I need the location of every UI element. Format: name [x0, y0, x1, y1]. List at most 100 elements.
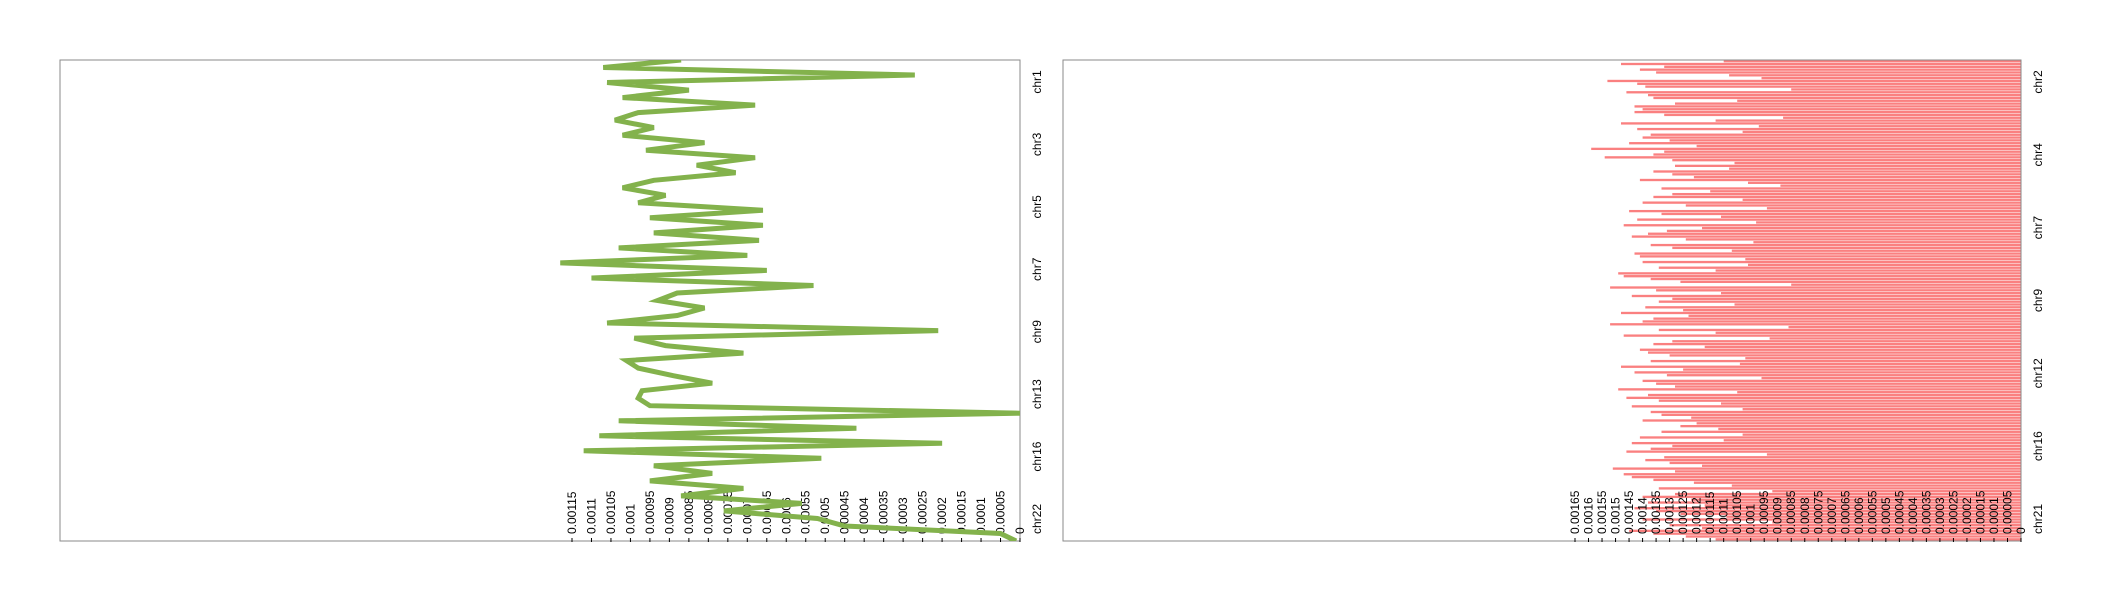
bar — [1648, 232, 2021, 235]
tick-label: 0.0008 — [1798, 497, 1812, 534]
bar — [1629, 209, 2021, 213]
bar — [1737, 99, 2021, 102]
bar — [1653, 532, 2021, 535]
bar — [1675, 492, 2021, 496]
tick-label: 0.001 — [623, 504, 637, 534]
bar — [1672, 192, 2021, 196]
category-label: chr16 — [2031, 431, 2045, 461]
bar — [1653, 153, 2021, 156]
bar — [1648, 393, 2021, 397]
bar — [1672, 159, 2021, 162]
bar — [1650, 447, 2021, 450]
bar — [1718, 427, 2021, 431]
bar-chart-value-axis: 0.00165 0.0016 0.00155 0.0015 0.00145 0.0014 0… — [1568, 490, 2028, 542]
category-label: chr13 — [1030, 379, 1044, 409]
bar — [1696, 422, 2021, 425]
tick-label: 0.00095 — [643, 490, 657, 534]
bar — [1661, 413, 2021, 416]
bar — [1739, 362, 2021, 366]
category-label: chr4 — [2031, 143, 2045, 167]
bar — [1621, 365, 2021, 368]
bar — [1626, 450, 2021, 453]
bar — [1726, 515, 2021, 518]
bar — [1610, 323, 2021, 326]
bar — [1704, 345, 2021, 349]
category-label: chr7 — [2031, 216, 2045, 240]
bar — [1631, 475, 2021, 479]
tick-label: 0.0005 — [1879, 497, 1893, 534]
tick-label: 0.00115 — [1703, 491, 1717, 534]
bar — [1761, 76, 2021, 80]
bar — [1683, 308, 2021, 312]
bar — [1658, 487, 2021, 490]
bar — [1621, 122, 2021, 125]
bar — [1637, 82, 2021, 85]
bar — [1642, 495, 2021, 499]
bar — [1704, 504, 2021, 507]
bar — [1742, 198, 2021, 201]
bar — [1653, 317, 2021, 320]
bar — [1642, 136, 2021, 139]
tick-label: 0.0002 — [1960, 497, 1974, 534]
bar — [1685, 204, 2021, 207]
category-label: chr12 — [2031, 358, 2045, 388]
tick-label: 0.00045 — [1892, 490, 1906, 534]
tick-label: 0.00165 — [1568, 490, 1582, 534]
bar — [1661, 430, 2021, 433]
tick-label: 0.00025 — [1946, 490, 1960, 534]
bar — [1656, 289, 2021, 292]
bar — [1639, 436, 2021, 439]
bar — [1653, 96, 2021, 100]
tick-label: 0.00085 — [682, 490, 696, 534]
bar — [1648, 351, 2021, 354]
category-label: chr16 — [1030, 441, 1044, 471]
tick-label: 0.0007 — [1825, 497, 1839, 534]
bar — [1693, 481, 2021, 484]
bar — [1737, 391, 2021, 394]
tick-label: 0.00105 — [604, 490, 618, 534]
bar — [1742, 130, 2021, 134]
bar — [1631, 235, 2021, 238]
bar — [1680, 424, 2021, 428]
tick-label: 0.00035 — [877, 490, 891, 534]
bar — [1666, 374, 2021, 377]
bar — [1591, 147, 2021, 151]
tick-label: 0.0001 — [1987, 497, 2001, 534]
tick-label: 0.0009 — [1771, 497, 1785, 534]
line-chart-value-axis: 0.00115 0.0011 0.00105 0.001 0.00095 0.0009 0.… — [565, 490, 1027, 542]
bar — [1658, 328, 2021, 332]
bar — [1721, 402, 2021, 405]
bar — [1664, 65, 2021, 68]
category-label: chr9 — [1030, 320, 1044, 344]
bar — [1661, 187, 2021, 190]
bar — [1721, 292, 2021, 295]
bar — [1639, 178, 2021, 182]
bar — [1666, 229, 2021, 233]
bar — [1658, 399, 2021, 402]
bar — [1780, 184, 2021, 187]
line-chart-panel: 0.00115 0.0011 0.00105 0.001 0.00095 0.0009 0.… — [59, 59, 1044, 542]
bar — [1623, 473, 2021, 476]
tick-label: 0.0016 — [1582, 497, 1596, 534]
bar — [1731, 249, 2021, 252]
bar — [1604, 156, 2021, 159]
bar — [1788, 325, 2021, 329]
bar — [1656, 71, 2021, 74]
bar — [1642, 108, 2021, 111]
bar — [1769, 337, 2021, 340]
tick-label: 0.00115 — [565, 491, 579, 534]
bar — [1645, 458, 2021, 462]
bar — [1729, 167, 2021, 170]
bar — [1642, 379, 2021, 383]
line-chart-series — [560, 60, 1020, 541]
category-label: chr9 — [2031, 289, 2045, 313]
tick-label: 0.0005 — [818, 497, 832, 534]
tick-label: 0.00135 — [1649, 490, 1663, 534]
bar — [1721, 215, 2021, 218]
bar — [1675, 385, 2021, 388]
tick-label: 0.00025 — [916, 490, 930, 534]
bar — [1642, 419, 2021, 422]
category-label: chr2 — [2031, 70, 2045, 94]
bar — [1621, 62, 2021, 66]
tick-label: 0.00005 — [994, 490, 1008, 534]
